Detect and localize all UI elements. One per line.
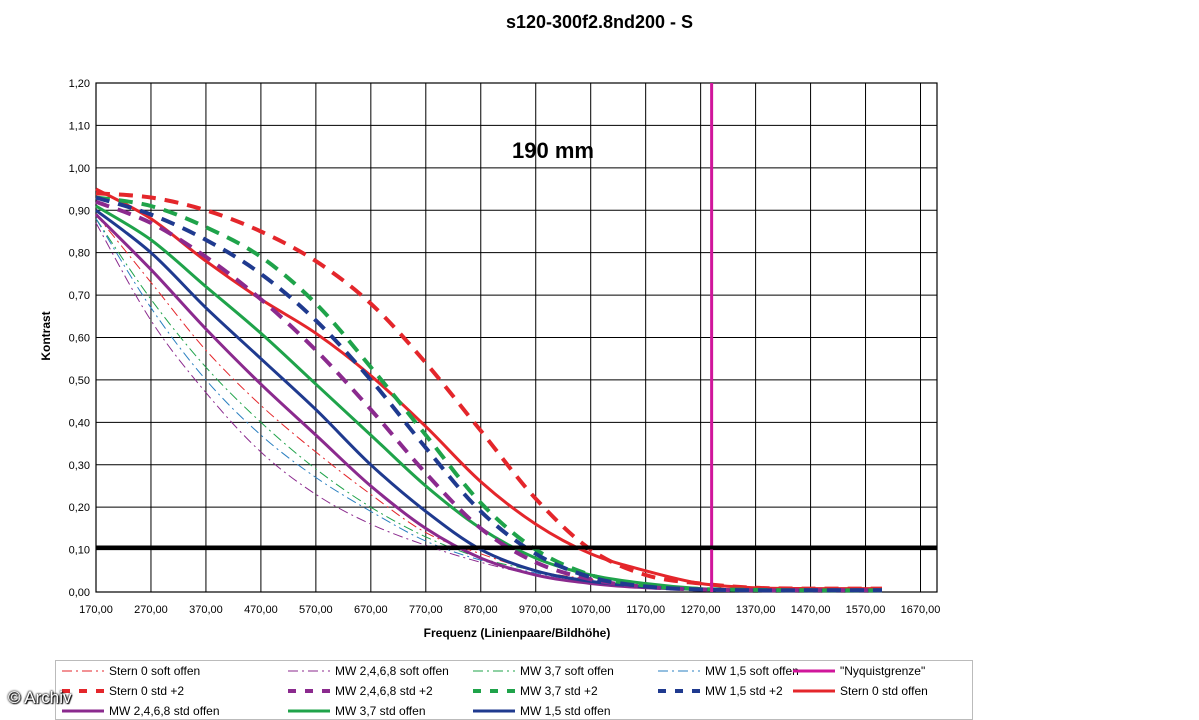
x-tick-label: 1170,00 (626, 604, 665, 616)
y-tick-label: 0,40 (69, 417, 90, 429)
x-axis-title: Frequenz (Linienpaare/Bildhöhe) (424, 626, 611, 640)
x-tick-label: 570,00 (299, 604, 333, 616)
legend-item-stern-0-soft-offen: Stern 0 soft offen (60, 662, 200, 680)
legend: Stern 0 soft offen MW 2,4,6,8 soft offen M… (55, 660, 973, 720)
legend-item-mw-2-4-6-8-soft-offen: MW 2,4,6,8 soft offen (286, 662, 449, 680)
x-tick-label: 270,00 (134, 604, 168, 616)
x-tick-label: 1270,00 (681, 604, 721, 616)
y-tick-label: 0,60 (69, 333, 90, 345)
grid (95, 82, 938, 593)
tick-labels: 170,00 270,00 370,00 470,00 570,00 670,00 770,… (69, 78, 941, 616)
chart-plot: 170,00 270,00 370,00 470,00 570,00 670,00 770,… (39, 78, 941, 640)
reference-lines (96, 83, 937, 592)
x-tick-label: 170,00 (79, 604, 113, 616)
legend-label: MW 1,5 std +2 (705, 684, 783, 698)
x-tick-label: 1570,00 (846, 604, 886, 616)
series-line-mw-1-5-std-2 (95, 195, 882, 593)
legend-item-mw-1-5-std-offen: MW 1,5 std offen (471, 702, 611, 720)
x-tick-label: 970,00 (519, 604, 553, 616)
series-lines (94, 187, 883, 593)
series-line-mw-2-4-6-8-std-2 (95, 199, 882, 593)
legend-label: MW 3,7 soft offen (520, 664, 614, 678)
legend-label: MW 1,5 std offen (520, 704, 611, 718)
legend-item-nyquistgrenze: "Nyquistgrenze" (791, 662, 925, 680)
legend-label: MW 3,7 std +2 (520, 684, 598, 698)
legend-item-mw-3-7-soft-offen: MW 3,7 soft offen (471, 662, 614, 680)
legend-item-mw-2-4-6-8-std-2: MW 2,4,6,8 std +2 (286, 682, 433, 700)
y-tick-label: 0,50 (69, 375, 90, 387)
legend-swatch (473, 670, 515, 672)
x-tick-label: 670,00 (354, 604, 388, 616)
x-tick-label: 870,00 (464, 604, 498, 616)
y-tick-label: 1,20 (69, 78, 90, 90)
x-tick-label: 1070,00 (571, 604, 611, 616)
copyright-watermark: © Archiv (8, 688, 72, 707)
x-tick-label: 470,00 (244, 604, 278, 616)
y-axis-title: Kontrast (39, 311, 53, 360)
legend-swatch (793, 669, 835, 673)
y-tick-label: 0,20 (69, 502, 90, 514)
x-tick-label: 1470,00 (791, 604, 831, 616)
legend-swatch (62, 670, 104, 672)
legend-swatch (288, 670, 330, 672)
chart-title: s120-300f2.8nd200 - S (505, 12, 694, 32)
legend-swatch (658, 670, 700, 672)
legend-swatch (288, 709, 330, 713)
legend-label: Stern 0 std +2 (109, 684, 185, 698)
x-tick-label: 1370,00 (736, 604, 776, 616)
legend-label: Stern 0 std offen (840, 684, 928, 698)
y-tick-label: 1,10 (69, 120, 90, 132)
legend-item-stern-0-std-2: Stern 0 std +2 (60, 682, 184, 700)
legend-item-stern-0-std-offen: Stern 0 std offen (791, 682, 928, 700)
legend-swatch (473, 709, 515, 713)
y-tick-label: 0,80 (69, 248, 90, 260)
x-tick-label: 1670,00 (901, 604, 941, 616)
legend-swatch (658, 689, 700, 693)
x-tick-label: 370,00 (189, 604, 223, 616)
focal-length-annotation: 190 mm (512, 138, 594, 163)
y-tick-label: 0,70 (69, 290, 90, 302)
legend-label: Stern 0 soft offen (109, 664, 201, 678)
y-tick-label: 0,30 (69, 460, 90, 472)
legend-label: MW 2,4,6,8 std offen (109, 704, 220, 718)
x-tick-label: 770,00 (409, 604, 443, 616)
legend-item-mw-1-5-soft-offen: MW 1,5 soft offen (656, 662, 799, 680)
y-tick-label: 0,10 (69, 545, 90, 557)
legend-item-mw-1-5-std-2: MW 1,5 std +2 (656, 682, 783, 700)
series-line-mw-3-7-std-2 (95, 195, 883, 593)
legend-swatch (62, 689, 104, 693)
legend-label: MW 2,4,6,8 soft offen (335, 664, 449, 678)
legend-label: MW 3,7 std offen (335, 704, 426, 718)
y-tick-label: 1,00 (69, 163, 90, 175)
legend-label: "Nyquistgrenze" (840, 664, 926, 678)
legend-item-mw-3-7-std-2: MW 3,7 std +2 (471, 682, 598, 700)
legend-label: MW 2,4,6,8 std +2 (335, 684, 433, 698)
legend-swatch (288, 689, 330, 693)
legend-item-mw-3-7-std-offen: MW 3,7 std offen (286, 702, 426, 720)
legend-label: MW 1,5 soft offen (705, 664, 799, 678)
legend-item-mw-2-4-6-8-std-offen: MW 2,4,6,8 std offen (60, 702, 220, 720)
y-tick-label: 0,00 (69, 587, 90, 599)
series-line-stern-0-std-2 (95, 191, 883, 591)
legend-swatch (62, 709, 104, 713)
legend-swatch (473, 689, 515, 693)
y-tick-label: 0,90 (69, 205, 90, 217)
legend-swatch (793, 689, 835, 693)
